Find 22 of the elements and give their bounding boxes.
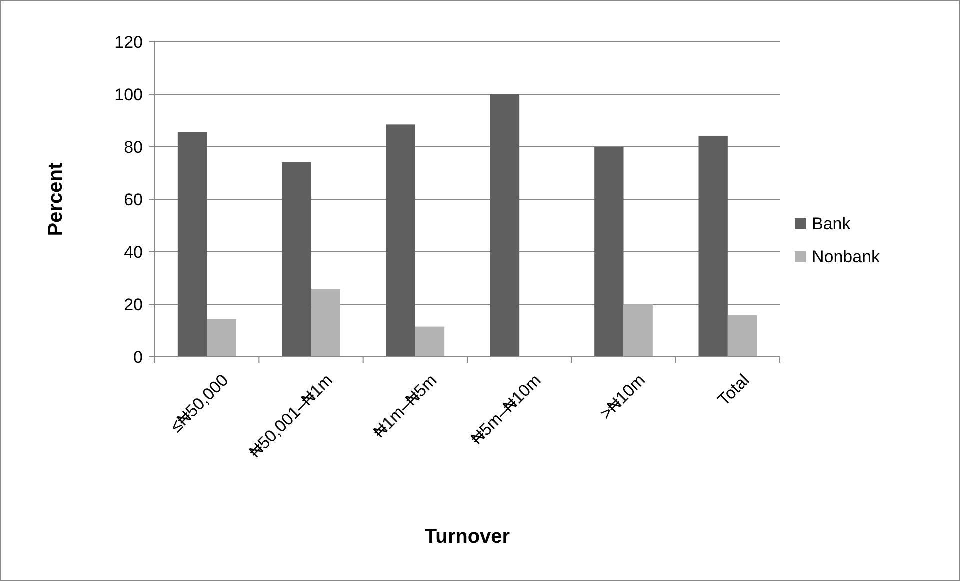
bar	[311, 289, 340, 357]
legend-label: Nonbank	[812, 248, 881, 266]
y-tick-label: 120	[114, 32, 143, 52]
bar	[207, 319, 236, 357]
y-tick-label: 40	[124, 242, 143, 262]
bar	[728, 316, 758, 357]
y-tick-label: 100	[114, 85, 143, 104]
y-tick-label: 60	[124, 190, 143, 210]
legend-label: Bank	[812, 214, 852, 234]
bar	[698, 136, 728, 357]
y-tick-label: 80	[124, 138, 143, 157]
x-axis-title: Turnover	[424, 526, 510, 548]
bar	[386, 124, 416, 357]
y-tick-label: 0	[134, 348, 143, 367]
bar	[490, 94, 520, 357]
y-axis-title: Percent	[45, 162, 67, 236]
bar	[415, 326, 445, 357]
y-tick-label: 20	[124, 295, 143, 314]
bar	[624, 304, 653, 357]
bar	[282, 162, 312, 357]
bar	[594, 147, 624, 357]
bar	[178, 132, 208, 357]
